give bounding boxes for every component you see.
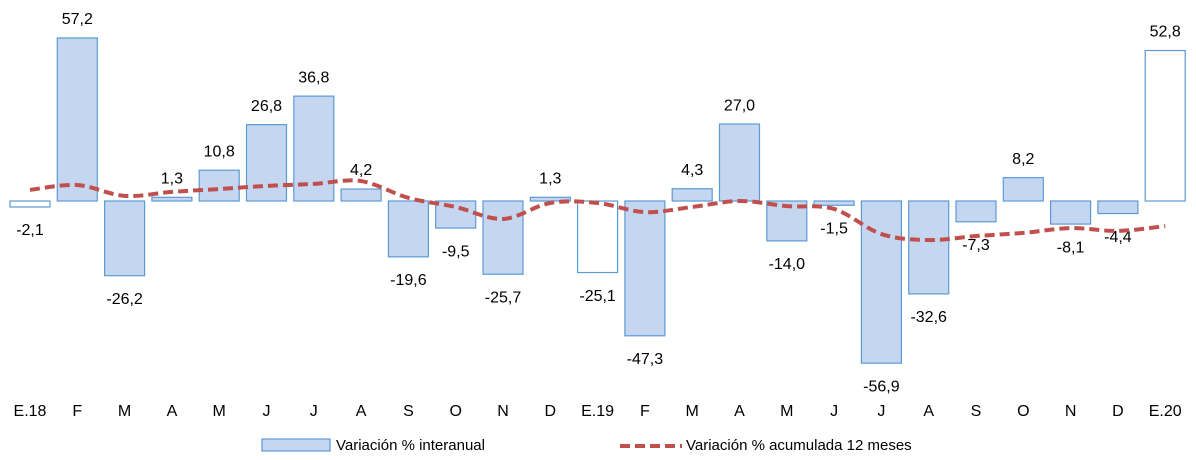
- x-tick-label: O: [449, 403, 461, 420]
- data-label: -2,1: [16, 222, 44, 239]
- bar: [955, 200, 997, 223]
- x-tick-label: E.18: [14, 403, 47, 420]
- bar: [245, 124, 288, 202]
- bar: [198, 169, 240, 202]
- data-label: -56,9: [863, 378, 900, 395]
- data-label: 1,3: [161, 171, 183, 188]
- bar: [671, 188, 713, 202]
- x-tick-label: M: [118, 403, 131, 420]
- bar: [435, 200, 477, 229]
- x-tick-label: J: [877, 403, 885, 420]
- data-label: 52,8: [1150, 24, 1181, 41]
- line: [29, 178, 1166, 243]
- bar: [624, 200, 666, 337]
- x-tick-label: N: [1065, 403, 1077, 420]
- bar: [151, 196, 193, 202]
- legend-label: Variación % interanual: [336, 437, 485, 454]
- x-tick-label: A: [734, 403, 745, 420]
- data-label: -1,5: [820, 220, 848, 237]
- data-label: -8,1: [1057, 239, 1085, 256]
- data-label: -25,1: [579, 288, 616, 305]
- bar: [908, 200, 950, 295]
- bar: [482, 200, 524, 275]
- x-tick-label: M: [686, 403, 699, 420]
- bar: [813, 200, 855, 206]
- x-tick-label: D: [545, 403, 557, 420]
- x-tick-label: E.19: [581, 403, 614, 420]
- x-tick-label: N: [497, 403, 509, 420]
- data-label: -14,0: [769, 256, 806, 273]
- x-tick-label: A: [356, 403, 367, 420]
- bar: [860, 200, 903, 364]
- data-label: -26,2: [106, 291, 143, 308]
- x-tick-label: F: [640, 403, 650, 420]
- x-tick-label: M: [213, 403, 226, 420]
- bar: [1097, 200, 1139, 215]
- bar: [9, 200, 51, 208]
- bar: [1002, 177, 1044, 202]
- x-tick-label: O: [1017, 403, 1029, 420]
- data-label: 36,8: [298, 69, 329, 86]
- data-label: 27,0: [724, 97, 755, 114]
- data-label: 10,8: [204, 143, 235, 160]
- bar: [1049, 200, 1092, 225]
- data-label: 4,2: [350, 162, 372, 179]
- x-tick-label: E.20: [1149, 403, 1182, 420]
- data-label: -25,7: [485, 289, 522, 306]
- data-label: -47,3: [627, 351, 664, 368]
- x-tick-label: A: [167, 403, 178, 420]
- bar: [103, 200, 146, 277]
- bar: [1144, 49, 1186, 202]
- x-tick-label: M: [780, 403, 793, 420]
- x-tick-label: J: [830, 403, 838, 420]
- data-label: 4,3: [681, 162, 703, 179]
- data-label: 26,8: [251, 98, 282, 115]
- bar: [56, 37, 98, 202]
- bar: [387, 200, 429, 258]
- data-label: -19,6: [390, 272, 427, 289]
- bar: [718, 123, 761, 202]
- x-tick-label: S: [971, 403, 982, 420]
- legend-swatch: [261, 438, 331, 452]
- data-label: 8,2: [1012, 151, 1034, 168]
- x-tick-label: F: [72, 403, 82, 420]
- data-label: 57,2: [62, 11, 93, 28]
- bar: [340, 188, 382, 202]
- x-tick-label: D: [1112, 403, 1124, 420]
- data-label: -7,3: [962, 237, 990, 254]
- x-tick-label: J: [263, 403, 271, 420]
- data-label: -4,4: [1104, 229, 1132, 246]
- data-label: 1,3: [539, 171, 561, 188]
- data-label: -9,5: [442, 243, 470, 260]
- legend-label: Variación % acumulada 12 meses: [686, 437, 912, 454]
- x-tick-label: J: [310, 403, 318, 420]
- bar: [576, 200, 619, 274]
- x-tick-label: S: [403, 403, 414, 420]
- x-tick-label: A: [923, 403, 934, 420]
- data-label: -32,6: [910, 309, 947, 326]
